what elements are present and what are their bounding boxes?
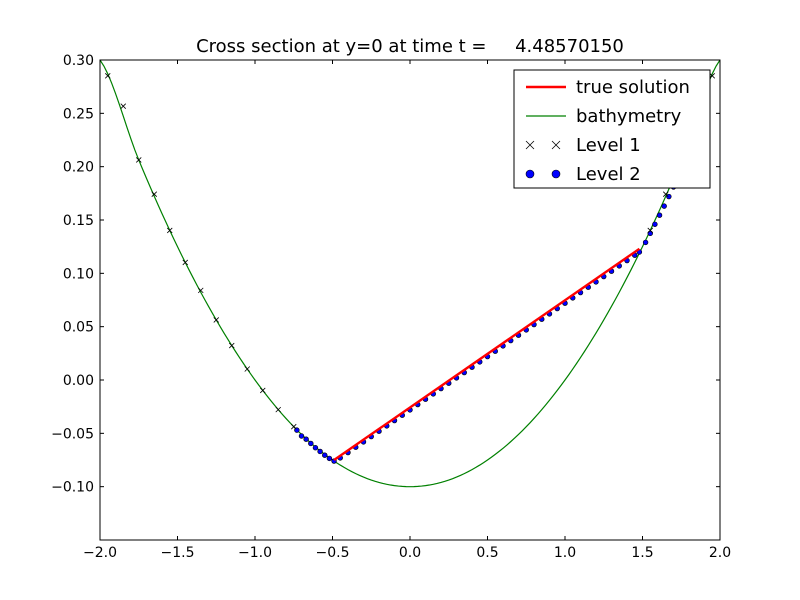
level1-marker-stroke (120, 103, 127, 109)
legend-swatch (525, 169, 535, 179)
level1-point (709, 73, 716, 79)
level1-marker-stroke (197, 287, 204, 294)
plot-clip-group (100, 60, 720, 488)
level2-point (298, 433, 305, 439)
y-tick-label: 0.20 (63, 160, 94, 176)
legend-label: true solution (576, 77, 690, 98)
level1-point (182, 259, 189, 266)
x-tick-label: 0.5 (476, 545, 498, 561)
x-tick-label: 2.0 (709, 545, 731, 561)
legend-box (513, 69, 711, 189)
x-tick-label: 1.0 (554, 545, 576, 561)
level1-point (104, 73, 111, 79)
y-tick-label: 0.25 (63, 106, 94, 122)
y-tick-label: 0.30 (63, 53, 94, 69)
legend-item: bathymetry (526, 106, 682, 127)
level2-point (652, 221, 658, 227)
level1-point (135, 157, 142, 163)
level2-point (666, 193, 672, 200)
y-tick-label: 0.15 (63, 213, 94, 229)
level2-point (303, 436, 309, 442)
level1-point (290, 423, 297, 430)
level1-marker-stroke (135, 157, 142, 163)
x-tick-label: −1.0 (238, 545, 272, 561)
level1-marker-stroke (259, 387, 266, 394)
level1-marker-stroke (228, 342, 235, 349)
level2-point (308, 440, 314, 447)
level1-marker-stroke (182, 259, 189, 266)
level1-marker-stroke (166, 227, 173, 234)
level1-marker-stroke (213, 317, 220, 323)
y-tick-label: 0.10 (63, 266, 94, 282)
y-axis: −0.10 −0.05 0.00 0.05 0.10 0.15 0.20 0.25 0.30 (51, 53, 720, 496)
level2-point (312, 445, 319, 451)
level1-point (213, 317, 220, 323)
legend-item: true solution (526, 77, 690, 98)
true-solution-line (333, 247, 641, 461)
legend: true solution bathymetry Level 1 Level 2 (513, 69, 711, 189)
legend-item: Level 1 (525, 135, 641, 156)
plot-area (100, 60, 720, 488)
level2-point (322, 452, 328, 458)
level1-marker-stroke (275, 406, 282, 413)
level1-point (259, 387, 266, 394)
x-tick-label: 1.5 (631, 545, 653, 561)
level1-marker-stroke (647, 227, 654, 234)
level1-point (275, 406, 282, 413)
y-tick-label: −0.10 (51, 480, 94, 496)
level1-point (244, 366, 251, 372)
level2-point (661, 203, 667, 209)
legend-label: Level 1 (576, 135, 641, 156)
legend-swatch (525, 140, 535, 150)
level1-marker-stroke (290, 423, 297, 430)
legend-swatch (551, 140, 561, 150)
x-axis: −2.0 −1.5 −1.0 −0.5 0.0 0.5 1.0 1.5 2.0 (83, 60, 731, 561)
x-tick-label: −0.5 (316, 545, 350, 561)
y-tick-label: 0.00 (63, 373, 94, 389)
x-tick-label: −1.5 (161, 545, 195, 561)
level2-point (317, 448, 323, 455)
x-tick-label: −2.0 (83, 545, 117, 561)
level1-marker-stroke (104, 73, 111, 79)
level1-point (197, 287, 204, 294)
legend-label: Level 2 (576, 164, 641, 185)
level1-point (151, 191, 158, 197)
bathymetry-line (100, 60, 720, 488)
level1-marker-stroke (151, 191, 158, 197)
legend-item: Level 2 (525, 164, 641, 185)
level2-point (656, 212, 663, 218)
level1-point (120, 103, 127, 109)
y-tick-label: −0.05 (51, 426, 94, 442)
level1-marker-stroke (662, 191, 669, 197)
legend-swatch (551, 169, 561, 179)
level1-point (228, 342, 235, 349)
level1-point (647, 227, 654, 234)
chart-title: Cross section at y=0 at time t = 4.48570… (196, 36, 624, 57)
level2-point (326, 455, 333, 462)
legend-label: bathymetry (576, 106, 682, 127)
level1-point (166, 227, 173, 234)
y-tick-label: 0.05 (63, 320, 94, 336)
level1-marker-stroke (709, 73, 716, 79)
level1-marker-stroke (244, 366, 251, 372)
level2-point (642, 239, 649, 246)
x-tick-label: 0.0 (399, 545, 421, 561)
level1-point (662, 191, 669, 197)
